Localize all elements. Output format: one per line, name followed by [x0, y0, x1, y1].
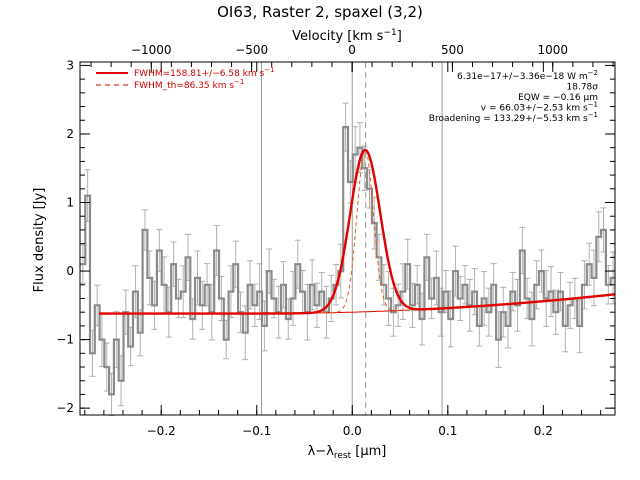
tick-labels: −0.2 −0.1 0.0 0.1 0.2 −1000 −500 0 500 1000 −2 −1 0 1… [56, 43, 568, 438]
x-axis-label: λ−λrest [μm] [308, 444, 387, 461]
legend-entry-0: FWHM=158.81+/−6.58 km s−1 [134, 66, 275, 79]
annotation-line-1: 18.78σ [567, 83, 599, 93]
total-fit-line [99, 148, 616, 315]
x-tick-label: 0.2 [534, 424, 553, 438]
annotation-line-0: 6.31e−17+/−3.36e−18 W m−2 [457, 69, 598, 82]
annotation-line-3: v = 66.03+/−2.53 km s−1 [481, 101, 598, 114]
top-tick-label: −500 [235, 43, 268, 57]
top-axis-label: Velocity [km s−1] [292, 28, 402, 44]
x-tick-label: −0.2 [147, 424, 176, 438]
top-tick-label: 1000 [537, 43, 568, 57]
legend-entry-1: FWHM_th=86.35 km s−1 [134, 78, 244, 91]
plot-area [79, 62, 617, 417]
top-tick-label: 0 [348, 43, 356, 57]
y-tick-label: 0 [66, 264, 74, 278]
y-tick-label: −2 [56, 401, 74, 415]
top-tick-label: −1000 [131, 43, 172, 57]
top-tick-label: 500 [441, 43, 464, 57]
y-tick-label: 1 [66, 196, 74, 210]
axes [79, 61, 616, 416]
x-tick-label: 0.1 [438, 424, 457, 438]
chart-title: OI63, Raster 2, spaxel (3,2) [217, 3, 423, 21]
y-axis-label: Flux density [Jy] [32, 188, 47, 293]
data-step-line [80, 126, 616, 396]
y-tick-label: 2 [66, 127, 74, 141]
x-tick-label: −0.1 [242, 424, 271, 438]
y-tick-label: 3 [66, 58, 74, 72]
y-tick-label: −1 [56, 333, 74, 347]
annotation-line-2: EQW = −0.16 μm [518, 93, 598, 103]
x-tick-label: 0.0 [343, 424, 362, 438]
plot-frame [79, 61, 616, 416]
annotation-line-4: Broadening = 133.29+/−5.53 km s−1 [429, 111, 598, 124]
